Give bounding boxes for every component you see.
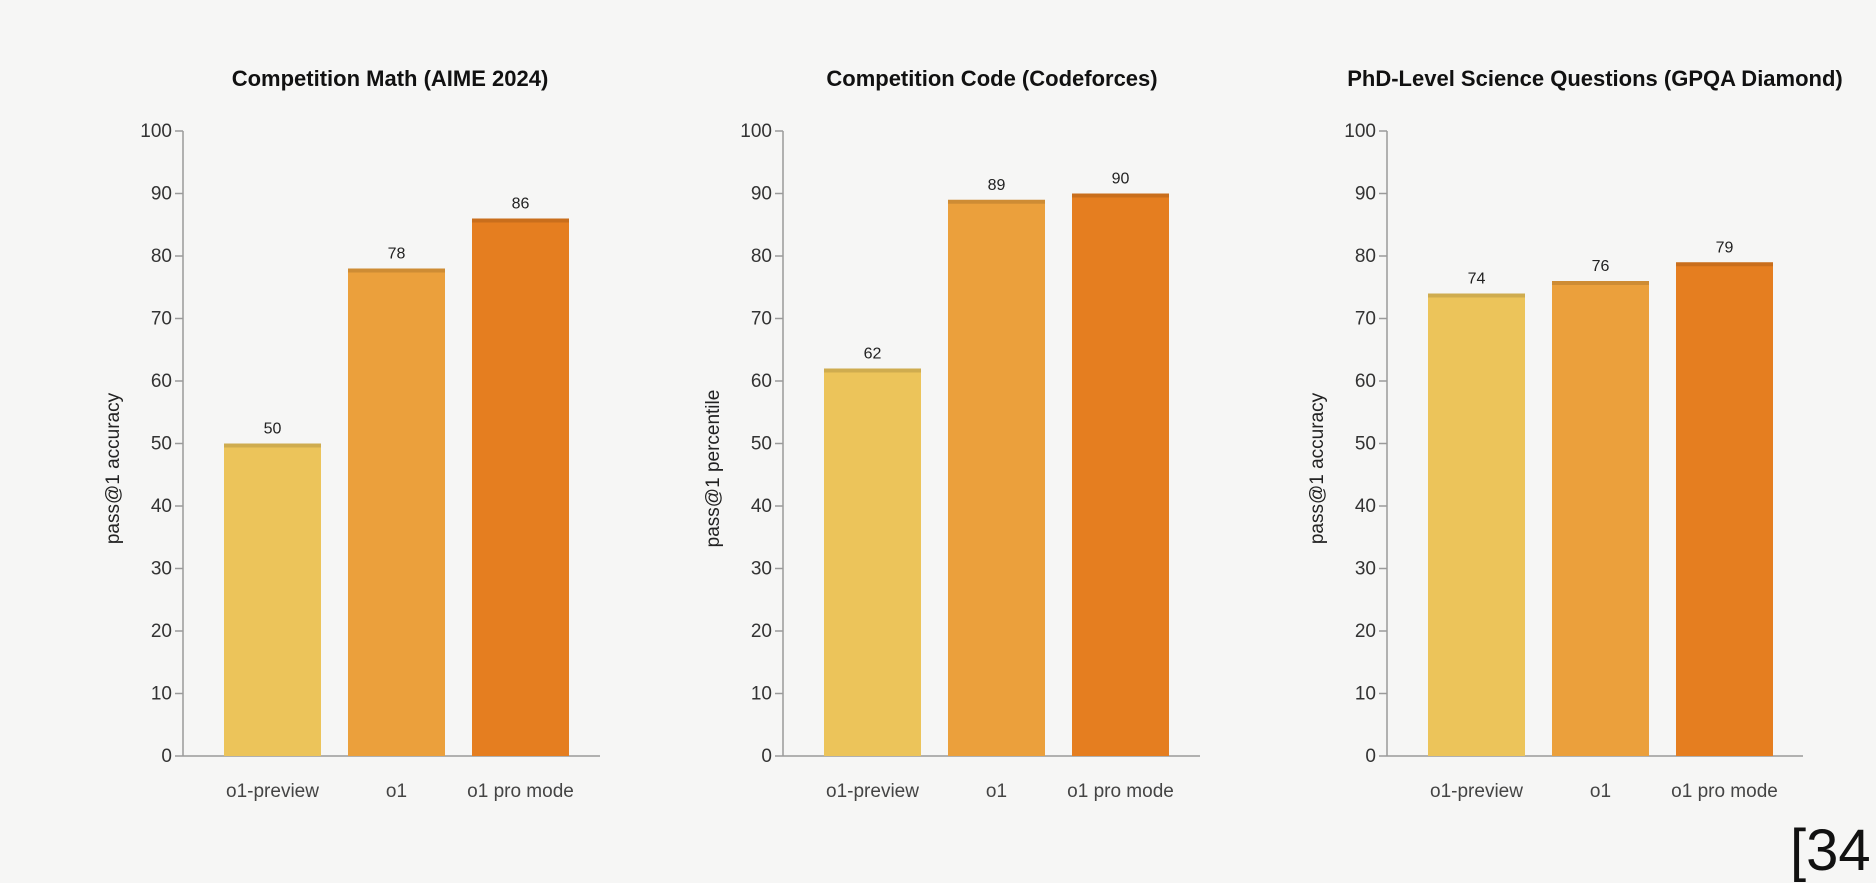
y-tick-label: 80 <box>151 246 172 267</box>
y-axis-label: pass@1 accuracy <box>1307 392 1328 544</box>
y-tick-label: 70 <box>1355 309 1376 330</box>
y-tick-label: 90 <box>751 184 772 205</box>
bar-o1 <box>348 268 445 756</box>
category-label: o1 pro mode <box>1067 781 1174 802</box>
y-tick-label: 30 <box>151 559 172 580</box>
y-tick-label: 0 <box>1365 746 1376 767</box>
y-tick-label: 90 <box>151 184 172 205</box>
y-tick-label: 0 <box>761 746 772 767</box>
y-tick-label: 100 <box>1344 121 1376 142</box>
y-tick-label: 20 <box>151 621 172 642</box>
y-tick-label: 70 <box>151 309 172 330</box>
data-label: 62 <box>864 346 882 363</box>
category-label: o1-preview <box>826 781 919 802</box>
y-axis-label: pass@1 accuracy <box>103 392 124 544</box>
y-tick-label: 40 <box>751 496 772 517</box>
bar-top-edge <box>824 368 921 373</box>
y-tick-label: 0 <box>161 746 172 767</box>
data-label: 50 <box>264 421 282 438</box>
bar-top-edge <box>1676 262 1773 267</box>
y-tick-label: 50 <box>1355 434 1376 455</box>
chart-title: Competition Code (Codeforces) <box>826 66 1157 91</box>
category-label: o1 pro mode <box>467 781 574 802</box>
y-tick-label: 100 <box>140 121 172 142</box>
y-tick-label: 70 <box>751 309 772 330</box>
category-label: o1-preview <box>226 781 319 802</box>
bar-top-edge <box>1072 193 1169 198</box>
category-label: o1 pro mode <box>1671 781 1778 802</box>
bar-top-edge <box>224 443 321 448</box>
bar-top-edge <box>348 268 445 273</box>
y-tick-label: 30 <box>1355 559 1376 580</box>
chart-title: PhD-Level Science Questions (GPQA Diamon… <box>1347 66 1843 91</box>
chart-panel-1: Competition Math (AIME 2024) 0 10 20 30 40 50 6… <box>103 66 600 802</box>
y-tick-label: 60 <box>751 371 772 392</box>
data-label: 89 <box>988 177 1006 194</box>
bar-o1-preview <box>224 443 321 756</box>
y-tick-label: 20 <box>751 621 772 642</box>
data-label: 78 <box>388 246 406 263</box>
bar-o1 <box>1552 281 1649 756</box>
bar-o1-preview <box>1428 293 1525 756</box>
reference-mark: [34 <box>1790 818 1871 883</box>
bar-o1-preview <box>824 368 921 756</box>
bar-top-edge <box>472 218 569 223</box>
y-tick-label: 10 <box>751 684 772 705</box>
chart-panel-3: PhD-Level Science Questions (GPQA Diamon… <box>1307 66 1843 802</box>
category-label: o1 <box>386 781 407 802</box>
y-tick-label: 80 <box>751 246 772 267</box>
y-tick-label: 30 <box>751 559 772 580</box>
bar-o1-pro-mode <box>1676 262 1773 756</box>
category-label: o1 <box>1590 781 1611 802</box>
y-tick-label: 50 <box>151 434 172 455</box>
data-label: 86 <box>512 196 530 213</box>
y-tick-label: 100 <box>740 121 772 142</box>
y-tick-label: 20 <box>1355 621 1376 642</box>
y-tick-label: 40 <box>1355 496 1376 517</box>
y-tick-label: 50 <box>751 434 772 455</box>
bar-o1 <box>948 199 1045 756</box>
bar-top-edge <box>1428 293 1525 298</box>
bar-o1-pro-mode <box>472 218 569 756</box>
category-label: o1 <box>986 781 1007 802</box>
data-label: 79 <box>1716 239 1734 256</box>
bar-o1-pro-mode <box>1072 193 1169 756</box>
y-tick-label: 60 <box>151 371 172 392</box>
chart-title: Competition Math (AIME 2024) <box>232 66 549 91</box>
bar-top-edge <box>1552 281 1649 285</box>
data-label: 76 <box>1592 258 1610 275</box>
chart-panel-2: Competition Code (Codeforces) 0 10 20 30 40 50… <box>703 66 1200 802</box>
y-tick-label: 40 <box>151 496 172 517</box>
data-label: 74 <box>1468 271 1486 288</box>
y-tick-label: 60 <box>1355 371 1376 392</box>
bar-top-edge <box>948 199 1045 204</box>
y-tick-label: 10 <box>1355 684 1376 705</box>
data-label: 90 <box>1112 171 1130 188</box>
y-tick-label: 90 <box>1355 184 1376 205</box>
y-tick-label: 80 <box>1355 246 1376 267</box>
category-label: o1-preview <box>1430 781 1523 802</box>
y-tick-label: 10 <box>151 684 172 705</box>
y-axis-label: pass@1 percentile <box>703 390 724 548</box>
